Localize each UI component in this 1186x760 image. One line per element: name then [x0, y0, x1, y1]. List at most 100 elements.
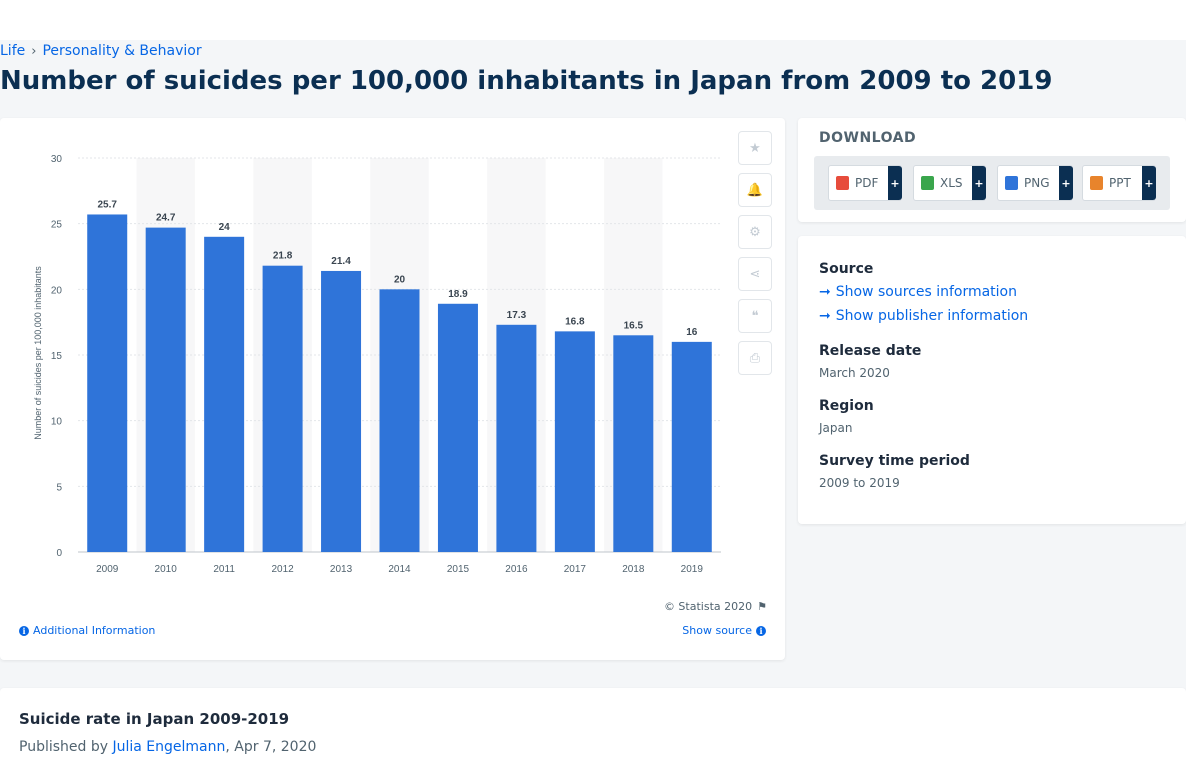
- y-tick-label: 25: [51, 220, 63, 231]
- data-label: 24: [219, 222, 231, 233]
- additional-information-link[interactable]: i Additional Information: [19, 624, 155, 637]
- cite-button[interactable]: ❝: [738, 299, 772, 333]
- article-card: Suicide rate in Japan 2009-2019 Publishe…: [0, 688, 1186, 760]
- bar-2010: [145, 227, 186, 552]
- top-header: [0, 0, 1186, 40]
- breadcrumb-life[interactable]: Life: [0, 43, 26, 59]
- data-label: 16.5: [624, 320, 644, 331]
- plus-icon: +: [972, 166, 986, 200]
- download-ppt-label: PPT: [1109, 176, 1131, 190]
- data-label: 24.7: [156, 213, 176, 224]
- star-icon: ★: [749, 140, 761, 156]
- png-file-icon: [1005, 176, 1018, 190]
- gear-icon: ⚙: [749, 224, 761, 240]
- data-label: 18.9: [448, 289, 468, 300]
- release-date-value: March 2020: [819, 366, 890, 380]
- x-tick-label: 2009: [96, 564, 119, 575]
- chart-tools: ★ 🔔 ⚙ ⋖ ❝ ⎙: [738, 131, 772, 383]
- y-tick-label: 10: [51, 417, 63, 428]
- x-tick-label: 2014: [388, 564, 411, 575]
- copyright-text: © Statista 2020: [663, 600, 753, 613]
- region-value: Japan: [819, 421, 853, 435]
- print-icon: ⎙: [749, 350, 761, 366]
- article-title: Suicide rate in Japan 2009-2019: [19, 710, 290, 728]
- chart-card: 0 5 10 15 20 25 30 Number of suicides per 100,0…: [0, 118, 785, 660]
- download-title: DOWNLOAD: [819, 130, 917, 146]
- page-title: Number of suicides per 100,000 inhabitan…: [0, 66, 1053, 96]
- x-tick-label: 2013: [330, 564, 353, 575]
- plus-icon: +: [888, 166, 902, 200]
- bar-2015: [437, 303, 478, 552]
- x-tick-label: 2016: [505, 564, 528, 575]
- article-byline: Published by Julia Engelmann, Apr 7, 202…: [19, 739, 316, 755]
- release-date-label: Release date: [819, 343, 922, 359]
- flag-icon[interactable]: ⚑: [757, 600, 767, 613]
- y-axis-label: Number of suicides per 100,000 inhabitan…: [33, 266, 43, 440]
- data-label: 16.8: [565, 316, 585, 327]
- data-label: 20: [394, 274, 406, 285]
- notification-button[interactable]: 🔔: [738, 173, 772, 207]
- source-label: Source: [819, 261, 874, 277]
- x-tick-label: 2019: [681, 564, 704, 575]
- share-button[interactable]: ⋖: [738, 257, 772, 291]
- y-tick-label: 30: [51, 154, 63, 165]
- bar-chart: 0 5 10 15 20 25 30 Number of suicides per 100,0…: [33, 154, 721, 575]
- region-label: Region: [819, 398, 874, 414]
- info-icon: i: [19, 625, 29, 636]
- copyright: © Statista 2020 ⚑: [664, 600, 767, 613]
- quote-icon: ❝: [751, 308, 759, 324]
- download-card: DOWNLOAD PDF + XLS + PNG + PPT +: [798, 118, 1186, 222]
- download-png-label: PNG: [1024, 176, 1050, 190]
- favorite-button[interactable]: ★: [738, 131, 772, 165]
- show-publisher-label: Show publisher information: [835, 308, 1029, 324]
- bar-2012: [262, 265, 303, 552]
- plus-icon: +: [1142, 166, 1156, 200]
- x-tick-label: 2011: [213, 564, 235, 575]
- data-label: 25.7: [97, 199, 117, 210]
- download-png-button[interactable]: PNG +: [997, 165, 1073, 201]
- author-link[interactable]: Julia Engelmann: [112, 739, 226, 755]
- survey-period-value: 2009 to 2019: [819, 476, 900, 490]
- y-tick-label: 15: [51, 351, 63, 362]
- show-source-link[interactable]: Show source i: [682, 624, 766, 637]
- show-source-label: Show source: [682, 624, 752, 637]
- download-ppt-button[interactable]: PPT +: [1082, 165, 1156, 201]
- plus-icon: +: [1059, 166, 1073, 200]
- bar-2009: [87, 214, 128, 552]
- statistic-details: Source ➞ Show sources information ➞ Show…: [798, 236, 1186, 524]
- data-label: 21.8: [273, 251, 293, 262]
- download-pdf-label: PDF: [855, 176, 879, 190]
- x-tick-label: 2012: [271, 564, 294, 575]
- publish-date: , Apr 7, 2020: [225, 739, 317, 755]
- bell-icon: 🔔: [746, 182, 764, 198]
- breadcrumb-separator: ›: [31, 43, 37, 59]
- breadcrumb-personality-behavior[interactable]: Personality & Behavior: [42, 43, 202, 59]
- bar-2014: [379, 289, 420, 552]
- ppt-file-icon: [1090, 176, 1103, 190]
- data-label: 17.3: [507, 310, 527, 321]
- x-tick-label: 2010: [155, 564, 178, 575]
- y-tick-label: 5: [56, 482, 62, 493]
- y-tick-label: 0: [56, 548, 62, 559]
- show-sources-label: Show sources information: [835, 284, 1017, 300]
- download-xls-label: XLS: [940, 176, 963, 190]
- bar-2011: [204, 236, 245, 553]
- published-by-label: Published by: [19, 739, 109, 755]
- data-label: 21.4: [331, 256, 351, 267]
- breadcrumb: Life › Personality & Behavior: [0, 43, 202, 59]
- show-publisher-link[interactable]: ➞ Show publisher information: [819, 308, 1028, 324]
- pdf-file-icon: [836, 176, 849, 190]
- arrow-right-icon: ➞: [819, 308, 831, 324]
- data-label: 16: [686, 327, 698, 338]
- download-xls-button[interactable]: XLS +: [913, 165, 986, 201]
- x-tick-label: 2018: [622, 564, 645, 575]
- bar-2013: [321, 270, 362, 552]
- bar-2018: [613, 335, 654, 552]
- print-button[interactable]: ⎙: [738, 341, 772, 375]
- bar-2016: [496, 324, 537, 552]
- show-sources-link[interactable]: ➞ Show sources information: [819, 284, 1017, 300]
- arrow-right-icon: ➞: [819, 284, 831, 300]
- download-pdf-button[interactable]: PDF +: [828, 165, 902, 201]
- settings-button[interactable]: ⚙: [738, 215, 772, 249]
- x-tick-label: 2017: [564, 564, 587, 575]
